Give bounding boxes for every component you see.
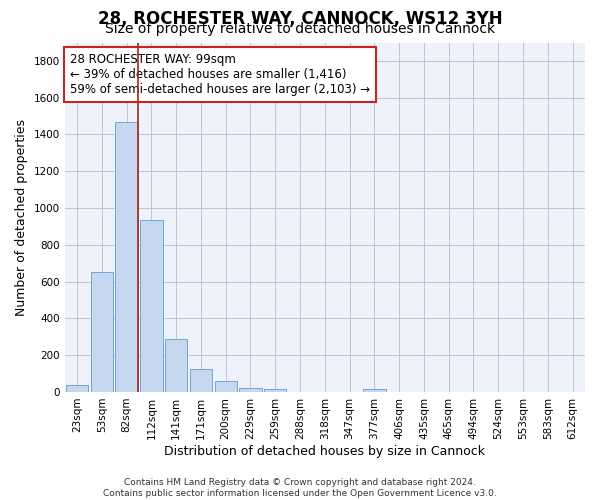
Text: Size of property relative to detached houses in Cannock: Size of property relative to detached ho… (105, 22, 495, 36)
Bar (264, 390, 286, 392)
Text: Contains HM Land Registry data © Crown copyright and database right 2024.
Contai: Contains HM Land Registry data © Crown c… (103, 478, 497, 498)
Text: 28, ROCHESTER WAY, CANNOCK, WS12 3YH: 28, ROCHESTER WAY, CANNOCK, WS12 3YH (98, 10, 502, 28)
Bar (363, 390, 386, 392)
X-axis label: Distribution of detached houses by size in Cannock: Distribution of detached houses by size … (164, 444, 485, 458)
Bar (190, 369, 212, 392)
Bar (91, 272, 113, 392)
Bar (115, 122, 138, 392)
Text: 28 ROCHESTER WAY: 99sqm
← 39% of detached houses are smaller (1,416)
59% of semi: 28 ROCHESTER WAY: 99sqm ← 39% of detache… (70, 53, 370, 96)
Bar (215, 380, 237, 392)
Bar (239, 388, 262, 392)
Bar (140, 220, 163, 392)
Y-axis label: Number of detached properties: Number of detached properties (15, 118, 28, 316)
Bar (165, 338, 187, 392)
Bar (66, 385, 88, 392)
